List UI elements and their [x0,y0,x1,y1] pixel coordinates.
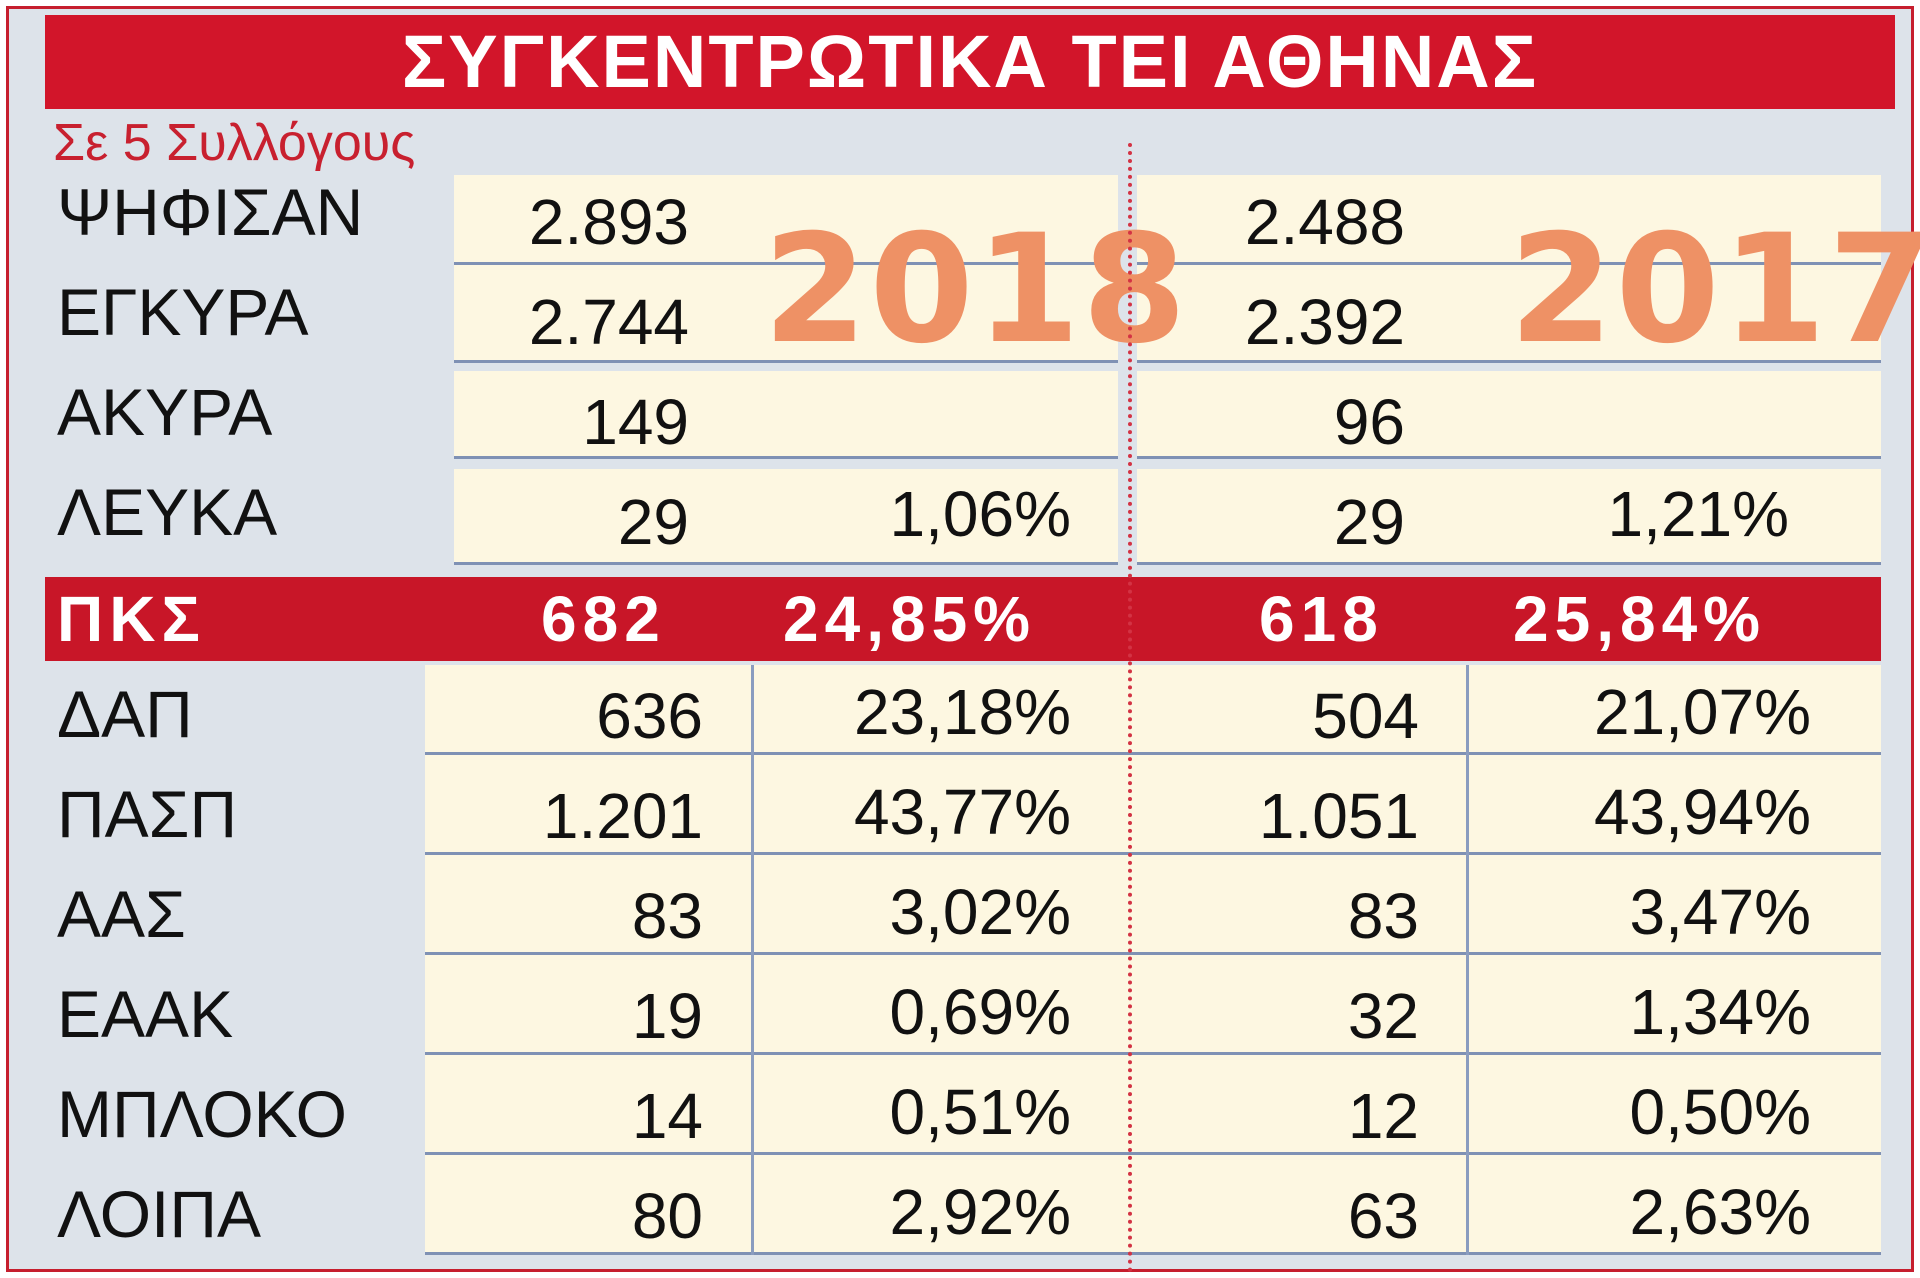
row-label: ΕΑΑΚ [57,977,234,1051]
value-2017: 32 [1347,980,1419,1052]
value-2018: 2.744 [528,286,689,358]
percent-2018: 0,51% [889,1076,1071,1148]
year-divider [1128,143,1132,1273]
value-2017: 2.488 [1244,186,1405,258]
pks-highlight-row: ΠΚΣ 682 24,85% 618 25,84% [45,577,1881,661]
value-2018: 29 [617,486,689,558]
top-band-2018 [454,265,1118,363]
year-2017: 2017 [1509,203,1920,377]
percent-2018: 3,02% [889,876,1071,948]
top-band-2018 [454,175,1118,265]
percent-2017: 0,50% [1629,1076,1811,1148]
percent-2018: 23,18% [853,676,1071,748]
title-bar: ΣΥΓΚΕΝΤΡΩΤΙΚΑ ΤΕΙ ΑΘΗΝΑΣ [45,15,1895,109]
value-2017: 1.051 [1258,780,1419,852]
row-label: ΜΠΛΟΚΟ [57,1077,348,1151]
bottom-band [425,1055,1881,1155]
top-band-2017 [1137,175,1881,265]
value-2017: 12 [1347,1080,1419,1152]
row-label: ΛΕΥΚΑ [57,475,278,549]
row-label: ΠΑΣΠ [57,777,238,851]
top-band-2017 [1137,265,1881,363]
value-2018: 1.201 [542,780,703,852]
top-band-2017 [1137,469,1881,565]
bottom-band [425,1155,1881,1255]
page-title: ΣΥΓΚΕΝΤΡΩΤΙΚΑ ΤΕΙ ΑΘΗΝΑΣ [401,20,1539,103]
percent-2017: 1,21% [1607,478,1789,550]
percent-2017: 2,63% [1629,1176,1811,1248]
pks-label: ΠΚΣ [57,583,206,655]
bottom-band [425,955,1881,1055]
percent-2018: 43,77% [853,776,1071,848]
value-2018: 80 [631,1180,703,1252]
percent-2018: 1,06% [889,478,1071,550]
percent-2017: 21,07% [1593,676,1811,748]
value-2017: 83 [1347,880,1419,952]
value-2017: 504 [1312,680,1419,752]
bottom-band [425,855,1881,955]
column-separator [1466,665,1469,1255]
pks-value-2017: 618 [1259,583,1384,655]
value-2018: 19 [631,980,703,1052]
value-2017: 2.392 [1244,286,1405,358]
value-2017: 29 [1333,486,1405,558]
year-2018: 2018 [763,203,1189,377]
pks-value-2018: 682 [541,583,666,655]
bottom-band [425,755,1881,855]
pks-percent-2018: 24,85% [783,583,1037,655]
row-label: ΛΟΙΠΑ [57,1177,262,1251]
subtitle: Σε 5 Συλλόγους [53,114,416,172]
row-label: ΕΓΚΥΡΑ [57,275,309,349]
percent-2017: 43,94% [1593,776,1811,848]
row-label: ΔΑΠ [57,677,193,751]
row-label: ΑΑΣ [57,877,186,951]
top-band-2018 [454,469,1118,565]
bottom-band [425,665,1881,755]
row-label: ΑΚΥΡΑ [57,375,273,449]
column-separator [751,665,754,1255]
value-2018: 149 [582,386,689,458]
pks-percent-2017: 25,84% [1513,583,1767,655]
top-band-2018 [454,371,1118,459]
infographic-frame: ΣΥΓΚΕΝΤΡΩΤΙΚΑ ΤΕΙ ΑΘΗΝΑΣ Σε 5 Συλλόγους … [6,6,1920,1273]
value-2018: 83 [631,880,703,952]
row-label: ΨΗΦΙΣΑΝ [57,175,364,249]
percent-2017: 1,34% [1629,976,1811,1048]
percent-2018: 0,69% [889,976,1071,1048]
percent-2017: 3,47% [1629,876,1811,948]
value-2018: 636 [596,680,703,752]
value-2018: 14 [631,1080,703,1152]
value-2018: 2.893 [528,186,689,258]
percent-2018: 2,92% [889,1176,1071,1248]
value-2017: 96 [1333,386,1405,458]
top-band-2017 [1137,371,1881,459]
value-2017: 63 [1347,1180,1419,1252]
